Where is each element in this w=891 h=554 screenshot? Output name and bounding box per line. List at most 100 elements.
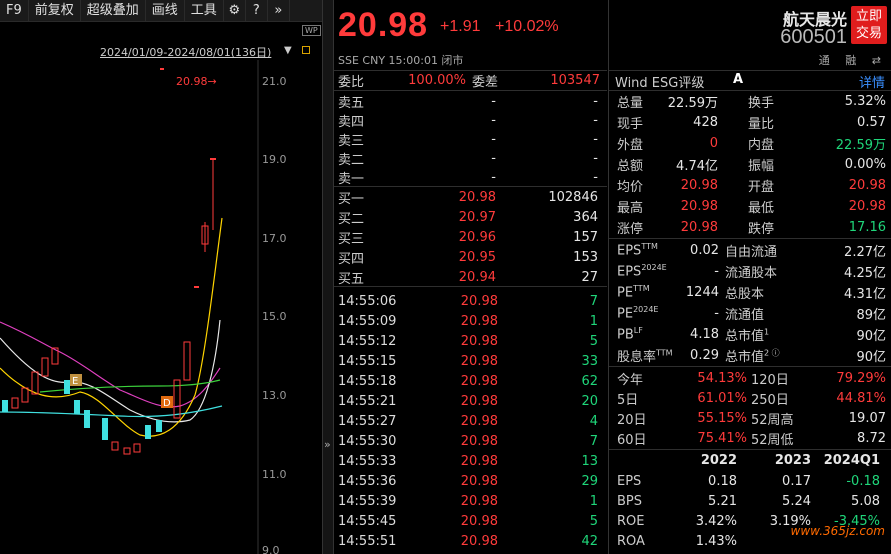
- tools-button[interactable]: 工具: [185, 0, 224, 22]
- adjust-button[interactable]: 前复权: [29, 0, 81, 22]
- event-marker-e-label: E: [72, 376, 78, 387]
- help-icon[interactable]: ?: [246, 0, 268, 22]
- panel-splitter[interactable]: »: [322, 0, 334, 554]
- perf-value: 8.72: [857, 431, 886, 446]
- perf-value: 75.41%: [697, 431, 747, 446]
- ma-line-cyan: [0, 405, 223, 418]
- margin-icons[interactable]: 通 融 ⇄: [818, 54, 887, 67]
- tick-price: 20.98: [460, 353, 498, 369]
- stat-value: 17.16: [848, 220, 886, 235]
- year-header-row: 2022 2023 2024Q1: [609, 450, 891, 471]
- fin-value: 0.18: [708, 474, 737, 489]
- stat-label: 换手: [748, 96, 775, 111]
- dropdown-icon[interactable]: ▼: [284, 45, 292, 56]
- performance-row: 20日 55.15% 52周高 19.07: [609, 408, 891, 429]
- candle: [21, 387, 29, 403]
- perf-label: 60日: [617, 433, 647, 448]
- trade-now-button[interactable]: 立即 交易: [851, 6, 887, 44]
- tick-volume: 62: [581, 373, 598, 389]
- buy-level-label: 买五: [338, 271, 365, 287]
- financial-row: EPS 0.18 0.17 -0.18: [609, 471, 891, 492]
- stat-row: 现手 428 量比 0.57: [609, 112, 891, 133]
- wp-badge[interactable]: WP: [302, 25, 321, 36]
- fund-value: 90亿: [856, 350, 886, 365]
- buy-level-label: 买四: [338, 251, 365, 267]
- weicha-value: 103547: [550, 72, 600, 88]
- fund-label-text: PB: [617, 327, 634, 343]
- sell-price: -: [491, 169, 496, 185]
- stat-label: 量比: [748, 117, 775, 132]
- last-price: 20.98: [338, 6, 429, 44]
- stat-label: 外盘: [617, 138, 644, 153]
- stat-value: 22.59万: [835, 138, 886, 153]
- esg-rating: A: [733, 72, 744, 87]
- buy-level-row: 买四 20.95 153: [334, 247, 607, 267]
- weibi-value: 100.00%: [408, 72, 466, 88]
- f9-button[interactable]: F9: [0, 0, 29, 22]
- fin-value: 5.21: [708, 494, 737, 509]
- sell-level-row: 卖三 - -: [334, 129, 607, 149]
- candle: [194, 286, 199, 288]
- tick-row: 14:55:39 20.98 1: [334, 491, 607, 511]
- ma-line-yellow: [0, 217, 223, 437]
- fund-label: EPSTTM: [609, 242, 679, 258]
- tick-row: 14:55:12 20.98 5: [334, 331, 607, 351]
- fund-value: -: [714, 264, 719, 279]
- stat-value: 20.98: [680, 199, 718, 214]
- buy-level-row: 买二 20.97 364: [334, 207, 607, 227]
- sell-price: -: [491, 112, 496, 128]
- stat-value: 22.59万: [667, 96, 718, 111]
- fin-value: 5.24: [782, 494, 811, 509]
- candle: [84, 410, 90, 428]
- buy-volume: 153: [573, 249, 598, 265]
- financial-row: BPS 5.21 5.24 5.08: [609, 491, 891, 512]
- date-range[interactable]: 2024/01/09-2024/08/01(136日): [100, 46, 272, 59]
- sell-level-label: 卖一: [338, 171, 365, 187]
- gear-icon[interactable]: ⚙: [224, 0, 246, 22]
- fund-label: 流通值: [719, 304, 799, 323]
- y-tick: 11.0: [262, 468, 287, 481]
- stat-value: 20.98: [848, 199, 886, 214]
- fundamental-row: EPS2024E - 流通股本 4.25亿: [609, 261, 891, 282]
- stat-value: 4.74亿: [676, 159, 718, 174]
- tick-price: 20.98: [460, 293, 498, 309]
- tick-volume: 4: [589, 413, 598, 429]
- buy-price: 20.98: [458, 189, 496, 205]
- fin-value: -0.18: [846, 474, 880, 489]
- collapse-icon[interactable]: »: [324, 438, 331, 451]
- tick-price: 20.98: [460, 333, 498, 349]
- fund-label-text: 股息率: [617, 350, 657, 365]
- tick-time: 14:55:15: [338, 353, 397, 369]
- tick-volume: 42: [581, 533, 598, 549]
- stat-value: 0.00%: [844, 157, 886, 172]
- stat-label: 均价: [617, 180, 644, 195]
- expand-icon[interactable]: »: [268, 0, 290, 22]
- fundamental-row: EPSTTM 0.02 自由流通 2.27亿: [609, 240, 891, 261]
- fund-value: 89亿: [856, 308, 886, 323]
- fund-label-sup: 2024E: [633, 305, 659, 315]
- draw-line-button[interactable]: 画线: [146, 0, 185, 22]
- tick-row: 14:55:45 20.98 5: [334, 511, 607, 531]
- order-ratio-row: 委比 100.00% 委差 103547: [334, 70, 607, 90]
- price-change: +1.91: [440, 18, 481, 35]
- fundamental-row: PETTM 1244 总股本 4.31亿: [609, 282, 891, 303]
- sell-level-row: 卖五 - -: [334, 91, 607, 111]
- fund-value: 0.02: [690, 243, 719, 258]
- fundamental-row: 股息率TTM 0.29 总市值2 ⓘ 90亿: [609, 345, 891, 366]
- sell-level-row: 卖四 - -: [334, 110, 607, 130]
- buy-volume: 102846: [548, 189, 598, 205]
- fin-value: 3.42%: [695, 514, 737, 529]
- kline-chart[interactable]: 21.0 19.0 17.0 15.0 13.0 11.0 9.0 20.98→…: [0, 60, 322, 554]
- stat-value: 20.98: [680, 178, 718, 193]
- perf-label: 52周低: [751, 433, 794, 448]
- fund-value: -: [714, 306, 719, 321]
- candle: [11, 397, 19, 409]
- performance-row: 5日 61.01% 250日 44.81%: [609, 388, 891, 409]
- overlay-button[interactable]: 超级叠加: [81, 0, 146, 22]
- performance-row: 60日 75.41% 52周低 8.72: [609, 428, 891, 449]
- detail-link[interactable]: 详情: [858, 76, 885, 91]
- tick-price: 20.98: [460, 493, 498, 509]
- buy-level-label: 买三: [338, 231, 365, 247]
- tick-volume: 29: [581, 473, 598, 489]
- y-tick: 19.0: [262, 153, 287, 166]
